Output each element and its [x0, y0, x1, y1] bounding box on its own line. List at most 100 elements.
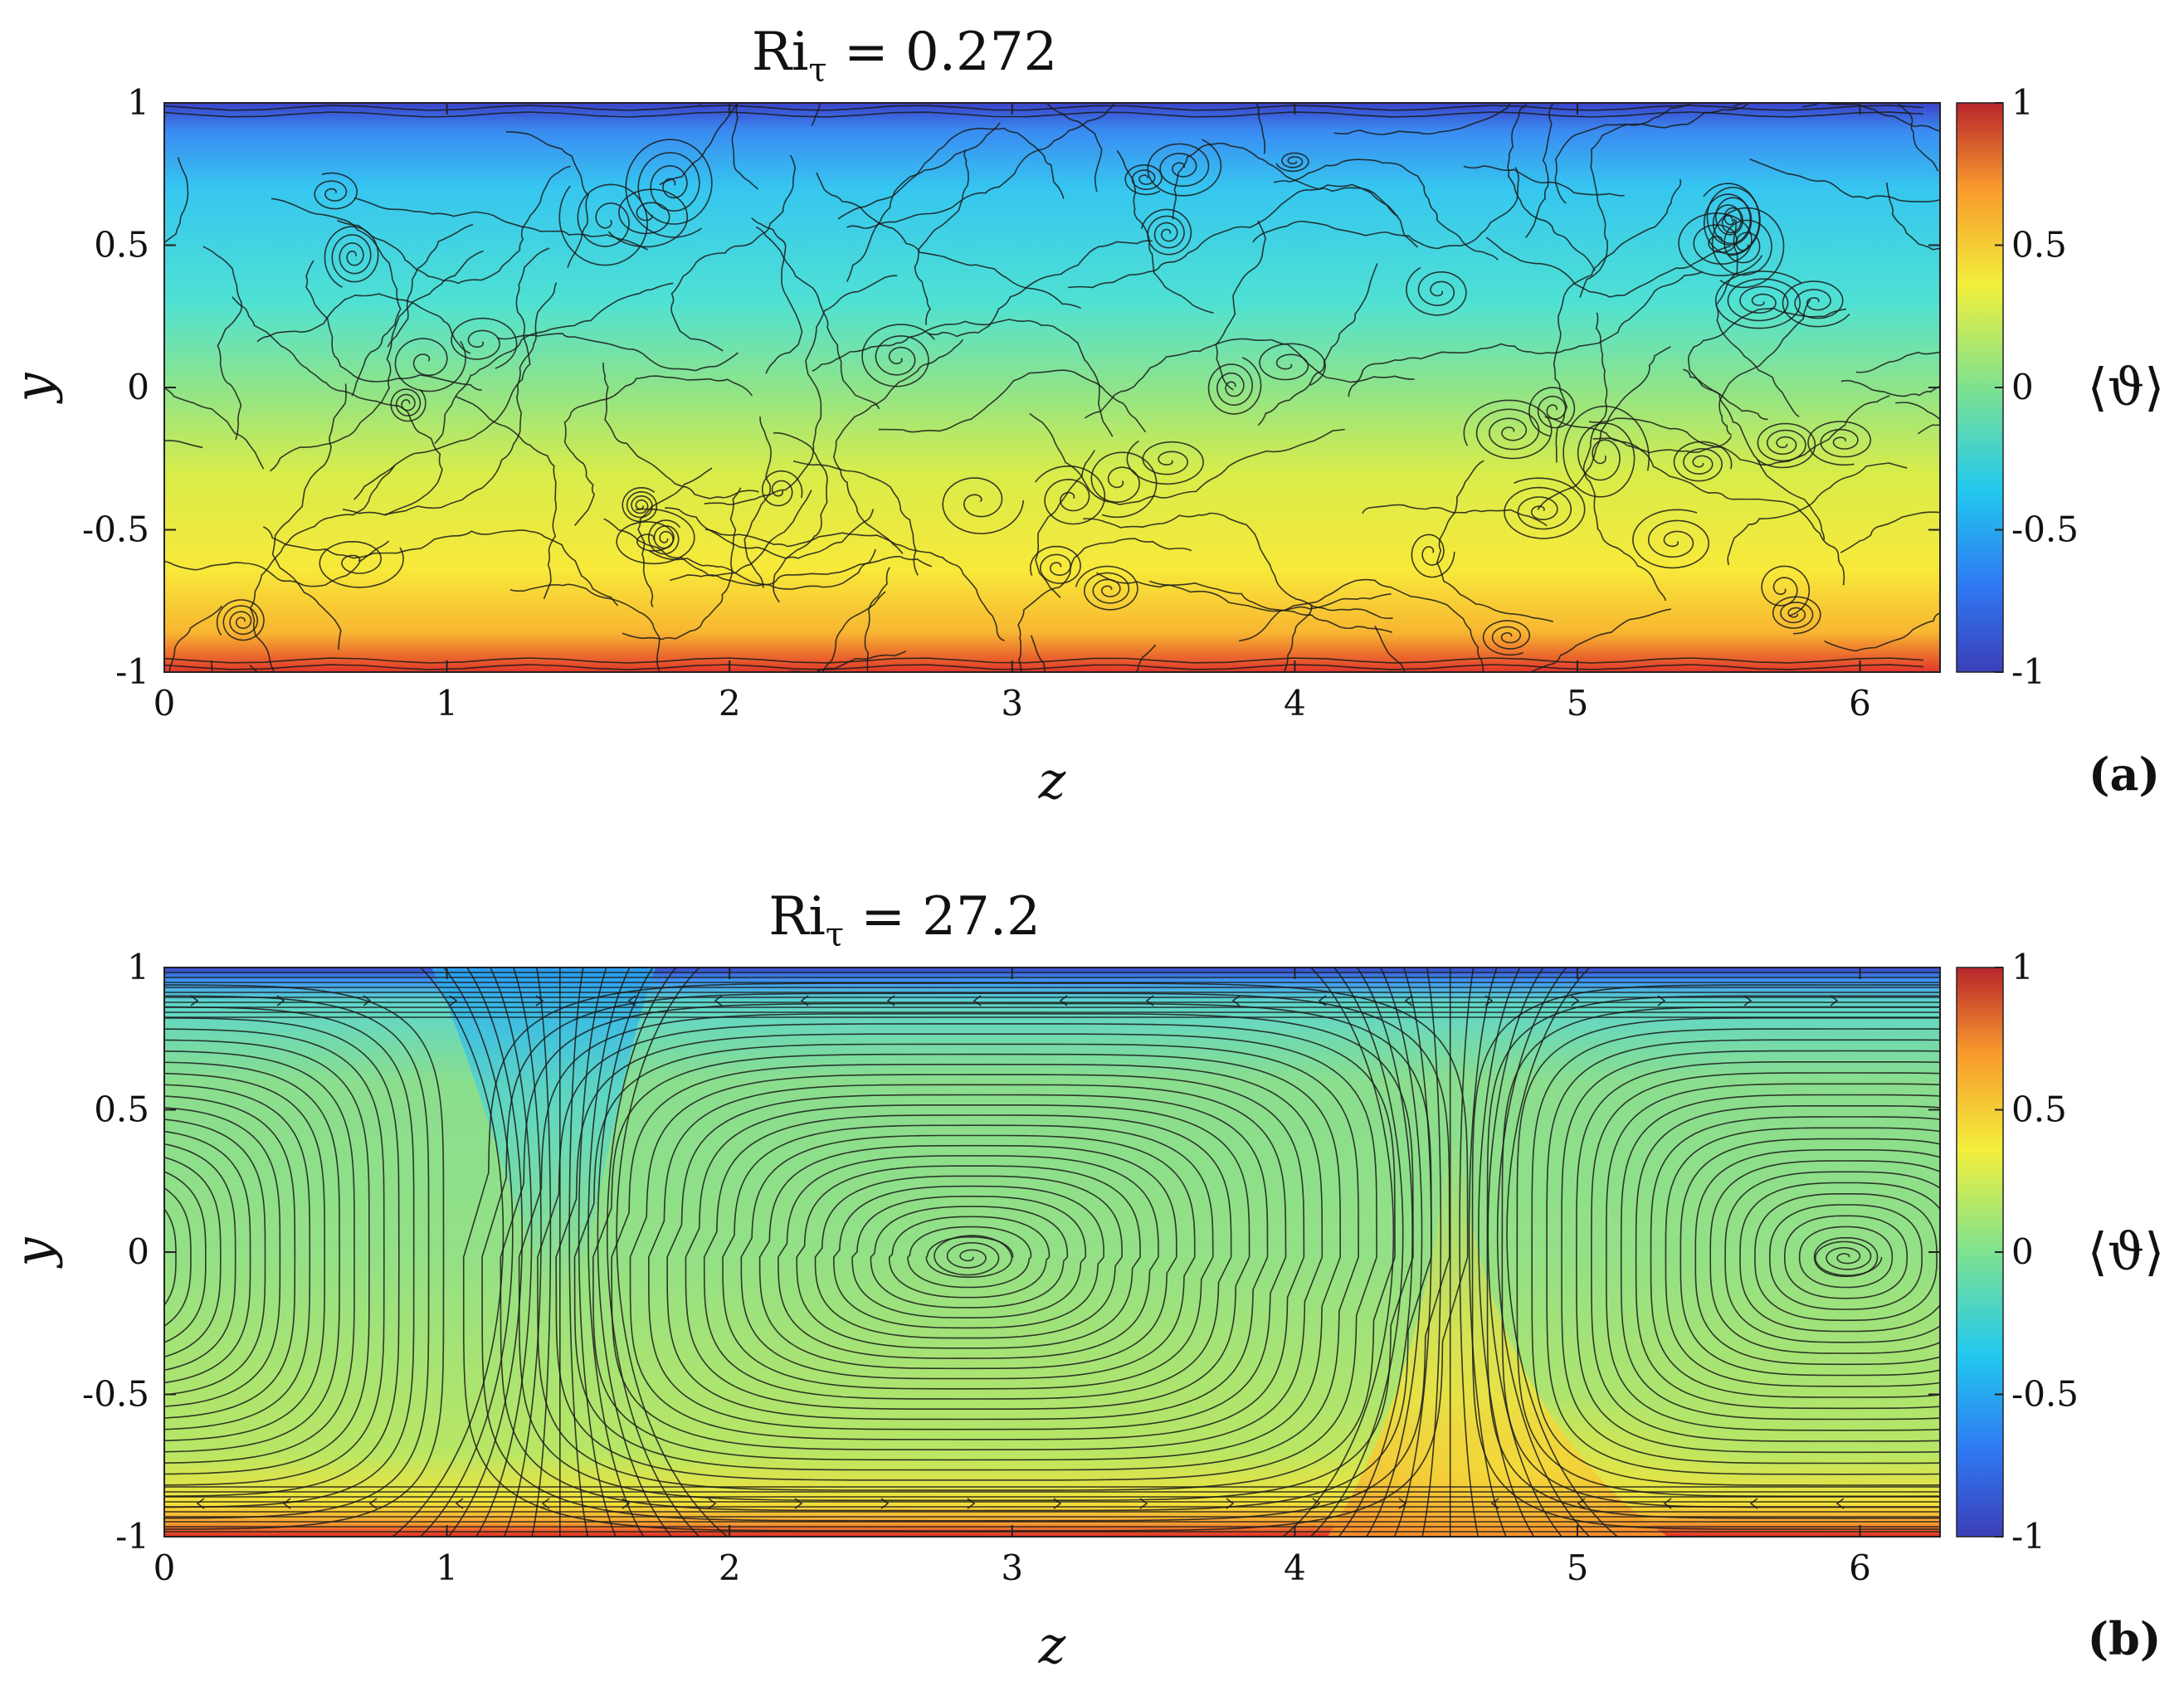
streamline [1046, 103, 1103, 193]
panel-a-xlabel: z [1038, 750, 1066, 811]
x-tick-label: 4 [1284, 1547, 1306, 1588]
x-tick-label: 1 [436, 1547, 458, 1588]
streamline-arrow [190, 995, 199, 1006]
streamline [211, 660, 213, 672]
x-tick-label: 5 [1567, 1547, 1589, 1588]
streamline-arrow [1059, 995, 1068, 1006]
streamline-plume-down [597, 967, 672, 1537]
streamline-roll-2 [1576, 1061, 1940, 1454]
streamline-plume-down [392, 967, 505, 1537]
streamline-roll-2 [164, 1143, 236, 1372]
streamline [1579, 103, 1752, 298]
streamline [1855, 351, 1940, 373]
streamline [1683, 368, 1826, 541]
streamline-arrow [1312, 1498, 1321, 1509]
streamline [1824, 402, 1940, 652]
streamline-wall [164, 111, 1924, 118]
streamline [1592, 437, 1845, 586]
y-tick-label: 0.5 [94, 1089, 149, 1130]
panel-b-ticks: 0 1 2 3 4 5 6 1 0.5 0 -0.5 -1 [82, 947, 1940, 1588]
x-tick-label: 2 [719, 683, 741, 724]
x-tick-label: 6 [1849, 1547, 1871, 1588]
streamline-roll-2 [1501, 1006, 1940, 1508]
streamline [878, 369, 1147, 433]
y-tick-label: 1 [127, 82, 149, 123]
streamline [812, 319, 1114, 437]
streamline [232, 296, 443, 516]
streamline [670, 154, 797, 352]
streamline-arrow [196, 1498, 205, 1509]
streamline-arrow [627, 995, 636, 1006]
streamline-roll-2 [164, 1039, 370, 1475]
streamline [1283, 604, 1313, 672]
streamline-roll-1 [611, 1063, 1324, 1451]
streamline [1718, 299, 1811, 436]
streamline-vortex [1124, 164, 1163, 196]
streamline-vortex [1562, 405, 1650, 498]
streamline [1544, 416, 1733, 454]
streamline [832, 339, 964, 554]
streamline-arrow [708, 1498, 717, 1509]
streamline [353, 197, 648, 251]
streamline-roll-2 [1784, 1215, 1909, 1299]
streamline-vortex [1029, 545, 1081, 584]
streamline-vortex [1411, 534, 1455, 578]
streamline [563, 375, 753, 526]
streamline-vortex [1463, 399, 1553, 460]
y-tick-label: -0.5 [82, 1374, 149, 1415]
streamline-roll-1 [573, 1043, 1359, 1471]
streamline [1084, 338, 1415, 419]
streamline-plume-down [616, 967, 728, 1537]
panel-a-colorbar [1956, 102, 2004, 673]
streamline [1840, 379, 1940, 397]
streamline-arrow [1571, 995, 1580, 1006]
streamline [1252, 167, 1519, 250]
streamline-roll-2 [1724, 1171, 1940, 1343]
streamline [1095, 572, 1393, 633]
streamline-arrow [622, 1498, 631, 1509]
streamline-wall [164, 657, 1924, 664]
colorbar-tick-label: -1 [2011, 651, 2045, 692]
streamline [1525, 103, 1555, 239]
streamline [1749, 158, 1940, 202]
streamline-arrow [1835, 1498, 1845, 1509]
streamline-roll-2 [1739, 1182, 1940, 1333]
streamline-vortex [861, 324, 935, 387]
streamline-roll-2 [1650, 1116, 1940, 1398]
streamline [1068, 183, 1419, 289]
streamline-roll-1 [537, 1023, 1396, 1491]
streamline [1172, 142, 1399, 220]
streamline [337, 165, 571, 285]
streamline [1362, 504, 1548, 527]
panel-b-colorbar-ticks: 1 0.5 0 -0.5 -1 [1995, 947, 2079, 1557]
streamline-roll-1 [629, 1074, 1305, 1440]
streamline-arrow [967, 1498, 976, 1509]
y-tick-label: 0 [127, 367, 149, 407]
streamline [821, 591, 886, 672]
colorbar-tick-label: -0.5 [2011, 509, 2079, 550]
streamline-roll-2 [1665, 1127, 1940, 1387]
streamline [1083, 512, 1393, 620]
streamline [256, 293, 471, 354]
streamline [1485, 236, 1731, 298]
streamline [1215, 220, 1266, 391]
streamline [305, 260, 482, 391]
streamline [1134, 644, 1157, 672]
streamline-roll-2 [1590, 1072, 1940, 1442]
streamline [353, 247, 550, 500]
colorbar-tick-label: 0 [2011, 1231, 2034, 1272]
streamline-plume-up [1338, 967, 1413, 1537]
streamline [637, 467, 713, 608]
panel-b-ylabel: y [3, 1237, 64, 1270]
panel-a-colorbar-ticks: 1 0.5 0 -0.5 -1 [1995, 82, 2079, 692]
streamline-plume-down [607, 967, 700, 1537]
streamline-vortex [942, 477, 1025, 534]
streamline [669, 490, 812, 582]
streamline-plume-up [1506, 967, 1618, 1537]
streamline-roll-1 [758, 1144, 1177, 1370]
x-tick-label: 4 [1284, 683, 1306, 724]
streamline-roll-1 [647, 1084, 1287, 1430]
streamline-roll-1 [740, 1134, 1196, 1380]
streamline-plume-down [578, 967, 617, 1537]
